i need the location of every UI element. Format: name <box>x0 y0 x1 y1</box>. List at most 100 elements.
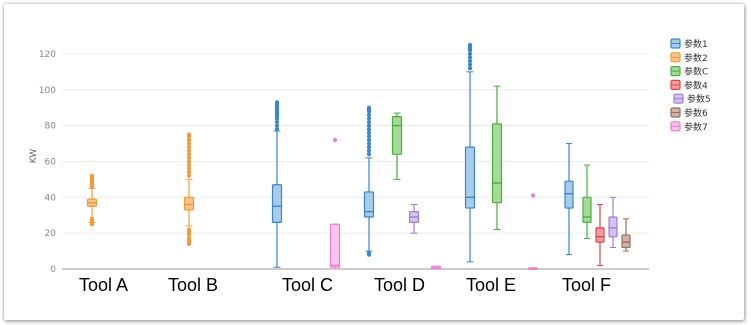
box-tool-d-series-6 <box>430 265 442 270</box>
outlier-point <box>366 127 372 132</box>
outlier-point <box>366 105 372 110</box>
outlier-point <box>186 132 192 137</box>
outlier-point <box>366 130 372 135</box>
outlier-point <box>467 66 473 71</box>
box-tool-e-series-0 <box>464 42 476 263</box>
y-tick-label: 0 <box>50 265 56 275</box>
box-tool-f-series-5 <box>621 218 631 252</box>
outlier-point <box>366 145 372 150</box>
outlier-point <box>366 134 372 139</box>
outlier-point <box>274 127 280 132</box>
iqr-box[interactable] <box>582 196 592 224</box>
outlier-point <box>186 137 192 143</box>
box-tool-b-series-1 <box>183 132 195 247</box>
legend-label: 参数7 <box>684 121 708 133</box>
outlier-point <box>366 141 372 146</box>
legend-label: 参数5 <box>687 93 711 105</box>
chart-card: 0 20 40 60 80 100 120 KW Tool A Tool B Tool C Too… <box>4 4 744 320</box>
outlier-point <box>366 137 372 143</box>
box-tool-e-series-6 <box>527 193 539 271</box>
box-tool-d-series-2 <box>391 112 403 180</box>
outlier-point <box>467 62 473 67</box>
outlier-point <box>274 119 280 125</box>
iqr-box[interactable] <box>464 146 476 209</box>
outlier-point <box>366 119 372 125</box>
legend-item[interactable]: 参数2 <box>670 52 708 64</box>
iqr-box[interactable] <box>363 191 375 218</box>
outlier-point <box>467 42 473 48</box>
x-category-label: Tool D <box>374 275 425 295</box>
outlier-point <box>366 152 372 157</box>
legend-item[interactable]: 参数5 <box>673 93 711 105</box>
iqr-box[interactable] <box>564 180 574 209</box>
iqr-box[interactable] <box>271 184 283 223</box>
outlier-point <box>274 100 280 105</box>
box-tool-f-series-4 <box>608 196 618 248</box>
outlier-point <box>186 141 192 146</box>
outlier-point <box>89 173 95 178</box>
box-tool-a-series-1 <box>86 173 98 227</box>
iqr-box[interactable] <box>329 223 341 268</box>
outlier-point <box>467 58 473 64</box>
outlier-point <box>186 162 192 168</box>
iqr-box[interactable] <box>183 196 195 211</box>
box-tool-e-series-2 <box>491 85 503 231</box>
legend-item[interactable]: 参数4 <box>670 79 708 91</box>
x-category-label: Tool E <box>466 275 516 295</box>
outlier-point <box>186 159 192 164</box>
outlier-point <box>186 145 192 150</box>
y-tick-label: 80 <box>45 122 57 132</box>
grid-lines <box>62 53 649 270</box>
box-tool-f-series-0 <box>564 143 574 256</box>
x-category-label: Tool A <box>79 275 128 295</box>
y-axis: 0 20 40 60 80 100 120 <box>39 50 56 275</box>
x-category-label: Tool B <box>168 275 218 295</box>
legend-item[interactable]: 参数1 <box>670 38 708 50</box>
outlier-point <box>467 51 473 57</box>
legend-label: 参数6 <box>684 107 708 119</box>
outlier-point <box>332 137 338 143</box>
iqr-box[interactable] <box>491 123 503 204</box>
y-tick-label: 40 <box>45 193 57 203</box>
outlier-point <box>186 155 192 160</box>
iqr-box[interactable] <box>608 216 618 238</box>
outlier-point <box>274 123 280 128</box>
box-tool-d-series-0 <box>363 105 375 257</box>
outlier-point <box>186 148 192 153</box>
iqr-box[interactable] <box>621 234 631 249</box>
y-tick-label: 20 <box>45 229 57 239</box>
legend-item[interactable]: 参数7 <box>670 121 708 133</box>
legend-item[interactable]: 参数C <box>670 66 708 78</box>
outlier-point <box>186 173 192 178</box>
outlier-point <box>186 170 192 175</box>
plot-area <box>86 42 631 271</box>
outlier-point <box>89 216 95 221</box>
box-tool-f-series-3 <box>595 203 605 266</box>
outlier-point <box>186 166 192 171</box>
outlier-point <box>366 250 372 255</box>
legend-label: 参数4 <box>684 79 708 91</box>
legend-label: 参数1 <box>684 38 708 50</box>
box-tool-c-series-0 <box>271 100 283 268</box>
y-tick-label: 100 <box>39 86 56 96</box>
outlier-point <box>366 123 372 128</box>
outlier-point <box>186 227 192 232</box>
box-tool-c-series-6 <box>329 137 341 270</box>
iqr-box[interactable] <box>595 227 605 243</box>
outlier-point <box>186 152 192 157</box>
outlier-point <box>530 193 536 198</box>
y-tick-label: 120 <box>39 50 56 60</box>
category-labels: Tool A Tool B Tool C Tool D Tool E Tool F <box>79 275 611 295</box>
x-category-label: Tool F <box>562 275 611 295</box>
box-tool-f-series-2 <box>582 164 592 240</box>
y-tick-label: 60 <box>45 157 57 167</box>
legend-item[interactable]: 参数6 <box>670 107 708 119</box>
outlier-point <box>186 236 192 241</box>
iqr-box[interactable] <box>391 116 403 155</box>
y-axis-title: KW <box>29 149 39 164</box>
legend-label: 参数C <box>684 66 708 78</box>
outlier-point <box>366 148 372 153</box>
outlier-point <box>366 116 372 121</box>
outlier-point <box>366 112 372 117</box>
